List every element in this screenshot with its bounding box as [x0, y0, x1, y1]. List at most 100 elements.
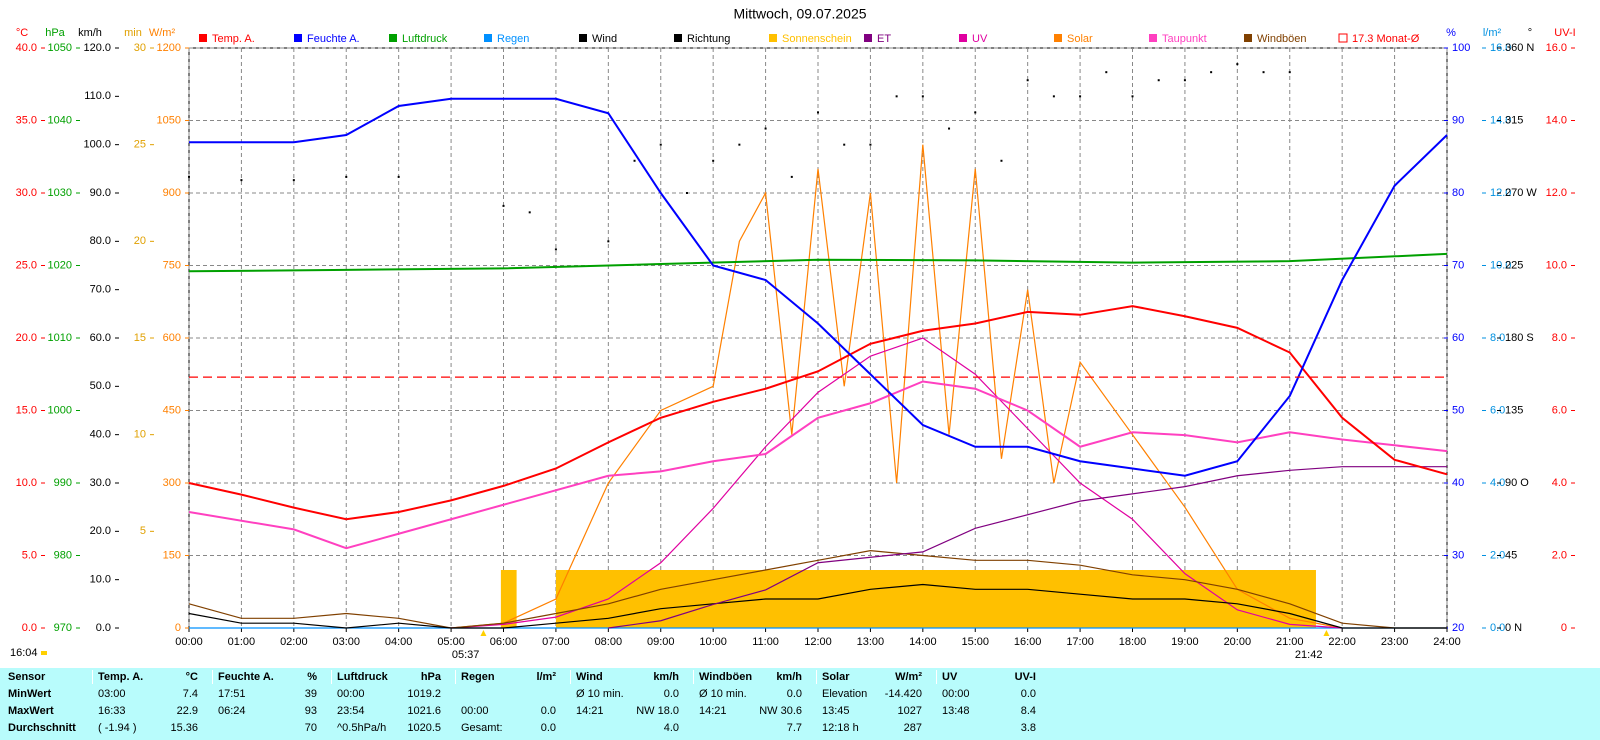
axis-tick-label: 0.0 [96, 622, 111, 634]
axis-tick-label: 5.0 [22, 549, 37, 561]
table-cell: 1019.2 [407, 688, 441, 700]
table-cell: 1020.5 [407, 722, 441, 734]
table-cell: 15.36 [170, 722, 198, 734]
table-cell: 1027 [897, 705, 922, 717]
table-header-cell: % [307, 671, 317, 683]
x-tick-label: 22:00 [1328, 636, 1356, 648]
axis-tick-label: 10.0 [16, 477, 37, 489]
axis-tick-label: 600 [163, 332, 181, 344]
axis-tick-label: 10 [134, 429, 146, 441]
x-tick-label: 04:00 [385, 636, 413, 648]
axis-tick-label: 990 [54, 477, 72, 489]
direction-dot [1157, 79, 1160, 82]
direction-dot [1026, 79, 1029, 82]
axis-tick-label: 70.0 [90, 284, 111, 296]
series-line [189, 97, 1448, 477]
axis-tick-label: 120.0 [83, 42, 111, 54]
direction-dot [1105, 71, 1108, 74]
x-tick-label: 06:00 [490, 636, 518, 648]
direction-dot [633, 159, 636, 162]
x-tick-label: 20:00 [1224, 636, 1252, 648]
table-cell: 00:00 [942, 688, 970, 700]
table-separator [570, 670, 571, 684]
direction-dot [712, 159, 715, 162]
table-header-cell: W/m² [895, 671, 922, 683]
legend-swatch [199, 34, 207, 42]
direction-dot [1183, 79, 1186, 82]
axis-tick-label: 10.0 [90, 574, 111, 586]
direction-dot [1288, 71, 1291, 74]
direction-dot [1079, 95, 1082, 98]
direction-dot [764, 127, 767, 130]
series-line [608, 466, 1447, 629]
series-line [188, 380, 1448, 550]
table-cell: 00:00 [337, 688, 365, 700]
table-cell: 39 [304, 688, 317, 700]
x-tick-label: 21:00 [1276, 636, 1304, 648]
table-separator [331, 670, 332, 684]
table-cell: Ø 10 min. [699, 688, 747, 700]
axis-unit: km/h [78, 27, 102, 39]
chart: Mittwoch, 09.07.2025 00:00 01:00 02:00 03:0… [10, 6, 1576, 661]
table-cell: 1021.6 [407, 705, 441, 717]
legend-swatch [1054, 34, 1062, 42]
axis-tick-label: 12.0 [1546, 187, 1567, 199]
table-cell: 7.4 [182, 688, 198, 700]
axis-tick-label: 70 [1452, 259, 1464, 271]
axis-tick-label: 0 N [1505, 622, 1522, 634]
timestamp-marker [41, 651, 47, 655]
axis-tick-label: 1000 [48, 404, 72, 416]
table-cell: Gesamt: [461, 722, 503, 734]
direction-dot [1000, 159, 1003, 162]
axis-tick-label: 110.0 [84, 90, 111, 102]
table-cell: Elevation [822, 688, 868, 700]
x-tick-label: 12:00 [804, 636, 832, 648]
table-separator [816, 670, 817, 684]
axis-unit: hPa [45, 27, 65, 39]
axis-tick-label: 0.0 [22, 622, 37, 634]
table-header-cell: km/h [653, 671, 679, 683]
axis-tick-label: 0 [1561, 622, 1567, 634]
legend-label: Solar [1067, 33, 1093, 45]
axis-tick-label: 20.0 [90, 525, 111, 537]
axis-tick-label: 450 [163, 404, 181, 416]
table-cell: 0.0 [786, 688, 802, 700]
legend-swatch [769, 34, 777, 42]
axis-tick-label: 135 [1505, 404, 1523, 416]
series-line [188, 550, 1447, 629]
axis-tick-label: 45 [1505, 549, 1517, 561]
table-header-cell: Regen [461, 671, 495, 683]
axis-tick-label: 20.0 [16, 332, 37, 344]
axis-tick-label: 80 [1452, 187, 1464, 199]
table-cell: 00:00 [461, 705, 489, 717]
axis-tick-label: 1200 [157, 42, 181, 54]
direction-dot [292, 179, 295, 182]
direction-dot [1052, 95, 1055, 98]
table-cell: 93 [304, 705, 317, 717]
table-cell: Durchschnitt [8, 722, 76, 734]
x-tick-label: 24:00 [1433, 636, 1461, 648]
x-tick-label: 03:00 [332, 636, 360, 648]
legend-swatch [389, 34, 397, 42]
axis-tick-label: 100.0 [83, 139, 111, 151]
table-cell: 7.7 [786, 722, 802, 734]
x-tick-label: 17:00 [1066, 636, 1094, 648]
axis-tick-label: 40.0 [90, 429, 111, 441]
direction-dot [843, 143, 846, 146]
axis-tick-label: 30 [1452, 549, 1464, 561]
axis-tick-label: 0 [175, 622, 181, 634]
table-header-cell: l/m² [536, 671, 556, 683]
table-cell: ( -1.94 ) [98, 722, 137, 734]
direction-dot [188, 175, 190, 178]
x-tick-label: 01:00 [228, 636, 256, 648]
table-header-cell: Windböen [699, 671, 753, 683]
direction-dot [345, 175, 348, 178]
axis-tick-label: 1050 [157, 114, 181, 126]
direction-dot [921, 95, 924, 98]
axis-tick-label: 8.0 [1552, 332, 1567, 344]
table-cell: 70 [304, 722, 317, 734]
direction-dot [554, 248, 557, 251]
axis-tick-label: 1040 [48, 114, 72, 126]
table-cell: 03:00 [98, 688, 126, 700]
axis-tick-label: 180 S [1505, 332, 1534, 344]
